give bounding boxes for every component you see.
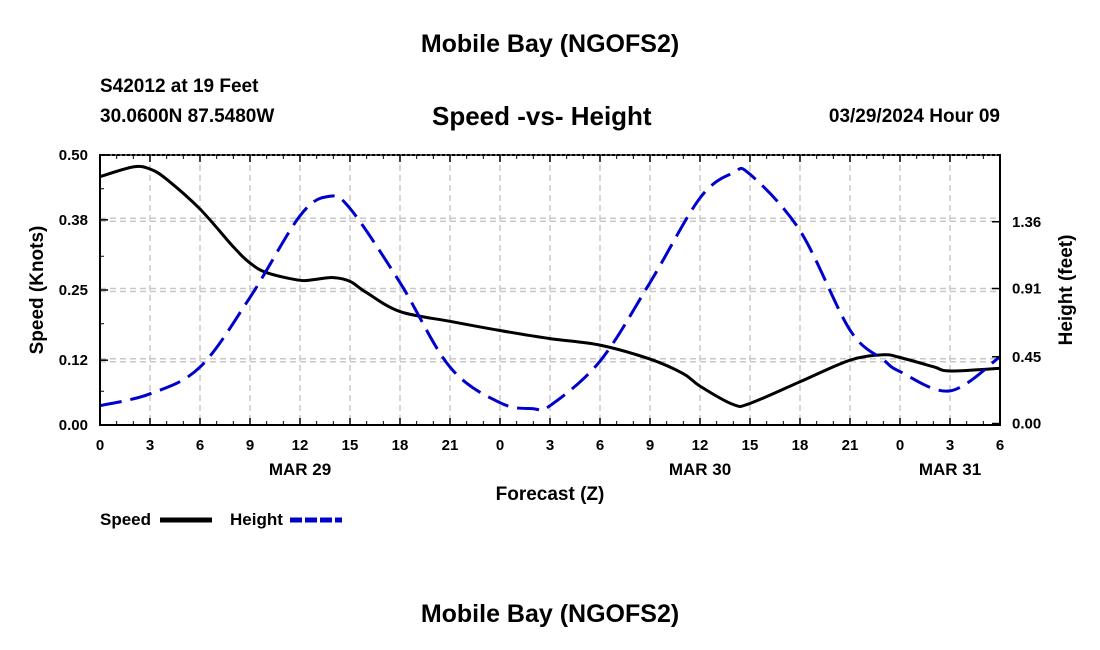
legend-label-height: Height xyxy=(230,510,283,529)
legend: Speed Height xyxy=(100,510,342,529)
page-title: Mobile Bay (NGOFS2) xyxy=(420,30,680,58)
date-label: MAR 31 xyxy=(919,460,981,479)
station-label: S42012 at 19 Feet xyxy=(100,76,259,97)
footer-title: Mobile Bay (NGOFS2) xyxy=(420,600,680,628)
x-tick-label: 21 xyxy=(442,437,459,454)
legend-label-speed: Speed xyxy=(100,510,151,529)
y-tick-label: 0.50 xyxy=(59,147,88,164)
series-line-speed xyxy=(99,164,1001,408)
x-tick-label: 3 xyxy=(946,437,954,454)
x-tick-label: 15 xyxy=(342,437,359,454)
x-tick-label: 3 xyxy=(546,437,554,454)
x-tick-label: 6 xyxy=(196,437,204,454)
date-label: MAR 30 xyxy=(669,460,731,479)
y2-tick-label: 0.91 xyxy=(1012,281,1041,298)
x-tick-label: 21 xyxy=(842,437,859,454)
x-tick-label: 0 xyxy=(496,437,504,454)
x-tick-label: 12 xyxy=(292,437,309,454)
x-tick-label: 0 xyxy=(96,437,104,454)
y2-tick-label: 1.36 xyxy=(1012,214,1041,231)
y-tick-label: 0.38 xyxy=(59,212,88,229)
forecast-run-time: 03/29/2024 Hour 09 xyxy=(828,106,1000,127)
station-coordinates: 30.0600N 87.5480W xyxy=(100,106,275,127)
y2-axis-label: Height (feet) xyxy=(1056,235,1077,346)
x-tick-label: 18 xyxy=(792,437,809,454)
y-tick-label: 0.00 xyxy=(59,417,88,434)
grid xyxy=(100,155,1000,425)
date-label: MAR 29 xyxy=(269,460,331,479)
x-tick-label: 3 xyxy=(146,437,154,454)
x-tick-label: 6 xyxy=(596,437,604,454)
y-axis-label: Speed (Knots) xyxy=(27,226,48,355)
y-tick-label: 0.25 xyxy=(59,282,88,299)
x-tick-label: 18 xyxy=(392,437,409,454)
axes: 0 3 6 9 12 15 18 21 0 3 6 9 12 15 18 21 0 3 6 MAR 29 MAR 30 M… xyxy=(59,147,1041,479)
series-lines xyxy=(99,164,1001,412)
x-axis-label: Forecast (Z) xyxy=(496,484,605,505)
x-tick-label: 9 xyxy=(246,437,254,454)
x-tick-label: 0 xyxy=(896,437,904,454)
y2-tick-label: 0.45 xyxy=(1012,349,1041,366)
x-tick-label: 15 xyxy=(742,437,759,454)
x-tick-label: 6 xyxy=(996,437,1004,454)
series-line-height xyxy=(99,166,1001,412)
chart-title: Speed -vs- Height xyxy=(432,101,652,131)
x-tick-label: 12 xyxy=(692,437,709,454)
y2-tick-label: 0.00 xyxy=(1012,416,1041,433)
y-tick-label: 0.12 xyxy=(59,352,88,369)
x-tick-label: 9 xyxy=(646,437,654,454)
